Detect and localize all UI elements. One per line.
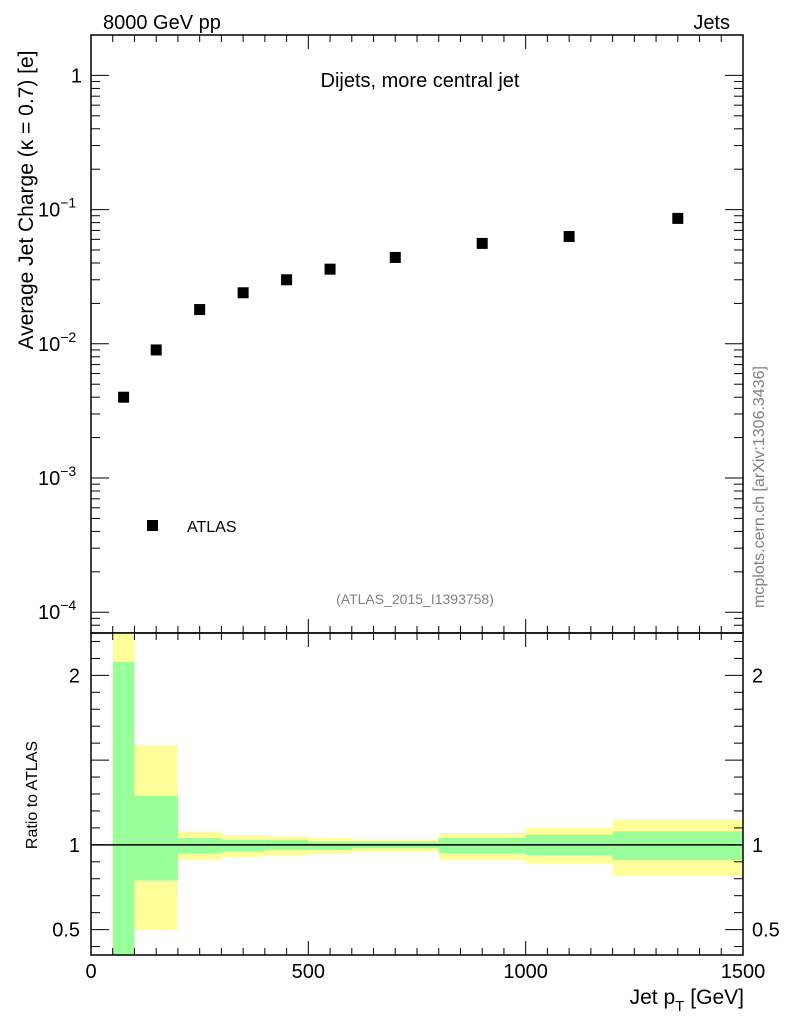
inner-band xyxy=(134,795,178,881)
x-tick-label: 1500 xyxy=(721,961,766,983)
ratio-frame xyxy=(90,632,744,956)
data-point xyxy=(237,287,249,299)
ratio-y-tick-label: 2 xyxy=(69,665,80,687)
header-left: 8000 GeV pp xyxy=(103,12,221,34)
ratio-y-tick-labels: 0.5 0.5 1 1 2 2 xyxy=(52,665,780,941)
y-axis-label: Average Jet Charge (κ = 0.7) [e] xyxy=(15,50,38,349)
y-tick-label: 10−3 xyxy=(38,463,76,490)
ratio-y-tick-label: 0.5 xyxy=(52,920,80,942)
ratio-panel: 0.5 0.5 1 1 2 2 0 500 1000 1500 Ratio to ATLAS J… xyxy=(24,632,780,1015)
data-point xyxy=(324,263,336,275)
data-point xyxy=(476,237,488,249)
legend-marker xyxy=(147,520,158,531)
data-point xyxy=(563,231,575,243)
x-tick-label: 1000 xyxy=(503,961,548,983)
main-y-tick-labels: 1 10−1 10−2 10−3 10−4 xyxy=(38,65,82,624)
y-tick-label: 10−2 xyxy=(38,329,76,356)
data-point xyxy=(672,212,684,224)
main-data-points xyxy=(118,212,684,403)
main-panel: 1 10−1 10−2 10−3 10−4 Dijets, more central j… xyxy=(15,34,744,634)
ratio-y-tick-label-right: 1 xyxy=(752,835,763,857)
main-ticks xyxy=(90,34,744,634)
inner-band xyxy=(177,838,222,854)
data-point xyxy=(281,274,293,286)
inner-band xyxy=(438,838,526,854)
x-axis-label: Jet pT [GeV] xyxy=(630,986,744,1015)
inner-band xyxy=(308,841,352,850)
ratio-y-tick-label-right: 2 xyxy=(752,665,763,687)
x-tick-labels: 0 500 1000 1500 xyxy=(85,961,765,983)
y-tick-label: 10−4 xyxy=(38,597,76,624)
x-tick-label: 500 xyxy=(292,961,325,983)
chart-title: Dijets, more central jet xyxy=(321,70,520,92)
ratio-ticks xyxy=(90,633,744,955)
analysis-annotation: (ATLAS_2015_I1393758) xyxy=(336,591,494,607)
source-label: mcplots.cern.ch [arXiv:1306.3436] xyxy=(751,366,768,608)
ratio-axis-label: Ratio to ATLAS xyxy=(24,741,41,849)
header-right: Jets xyxy=(693,12,730,34)
inner-band xyxy=(221,839,265,852)
y-tick-label: 10−1 xyxy=(38,195,76,222)
ratio-y-tick-label: 1 xyxy=(69,835,80,857)
ratio-y-tick-label-right: 0.5 xyxy=(752,920,780,942)
data-point xyxy=(118,391,130,403)
data-point xyxy=(150,344,162,356)
data-point xyxy=(194,304,206,316)
inner-band xyxy=(112,661,135,955)
y-tick-label: 1 xyxy=(71,65,82,87)
main-frame xyxy=(90,34,744,634)
legend-entry: ATLAS xyxy=(187,519,237,536)
data-point xyxy=(389,251,401,263)
ratio-uncertainty-bands xyxy=(112,633,743,955)
x-tick-label: 0 xyxy=(85,961,96,983)
inner-band xyxy=(612,831,743,861)
